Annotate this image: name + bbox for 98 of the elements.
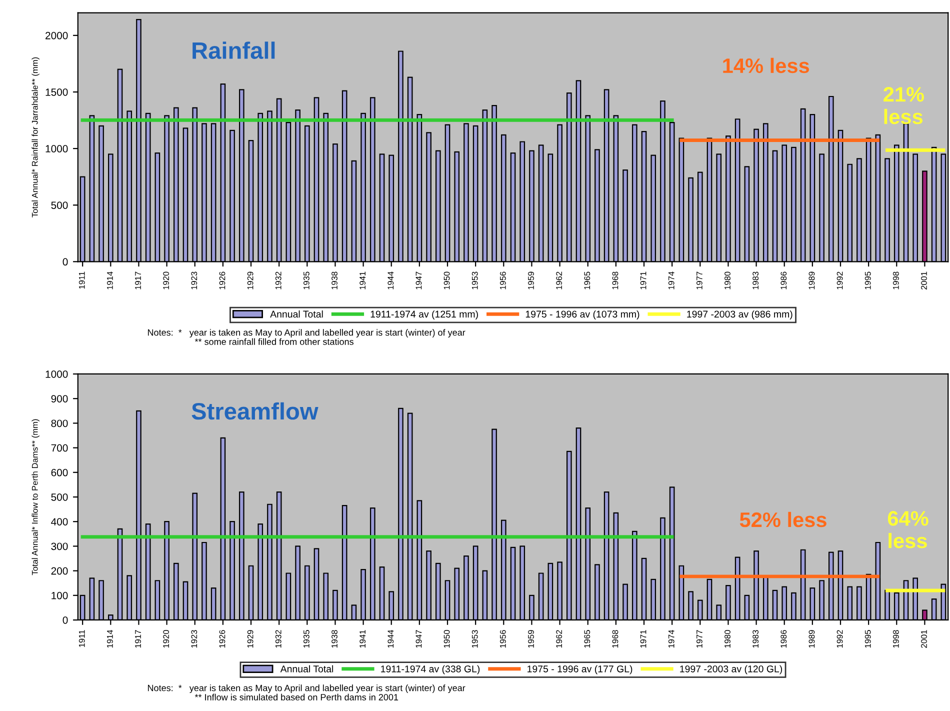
x-tick-label: 1944 bbox=[388, 272, 394, 290]
x-tick-label: 1941 bbox=[360, 630, 366, 648]
y-tick-label: 300 bbox=[51, 542, 68, 550]
x-tick-label: 1962 bbox=[556, 272, 562, 290]
y-tick-label: 0 bbox=[62, 616, 68, 624]
y-tick-label: 900 bbox=[51, 395, 68, 402]
x-tick-label: 1995 bbox=[864, 272, 871, 290]
x-tick-label: 1992 bbox=[836, 630, 843, 648]
x-tick-label: 1956 bbox=[500, 272, 506, 290]
y-tick-label: 700 bbox=[51, 444, 68, 452]
legend-label: 1911-1974 av (338 GL) bbox=[381, 665, 480, 674]
x-tick-label: 1914 bbox=[106, 272, 113, 290]
x-tick-label: 1926 bbox=[219, 272, 226, 290]
y-axis-title: Total Annual* Rainfall for Jarrahdale** (mm) bbox=[32, 57, 40, 218]
x-tick-label: 1983 bbox=[752, 630, 759, 648]
x-tick-label: 1965 bbox=[584, 272, 590, 290]
x-tick-label: 1977 bbox=[696, 630, 702, 648]
x-tick-label: 1932 bbox=[275, 630, 282, 648]
x-tick-label: 1989 bbox=[808, 630, 815, 648]
x-tick-label: 1917 bbox=[135, 630, 141, 648]
y-tick-label: 1000 bbox=[46, 370, 68, 378]
annotation: 21% less bbox=[884, 86, 924, 124]
x-tick-label: 2001 bbox=[921, 272, 927, 290]
x-tick-label: 1953 bbox=[472, 630, 478, 648]
y-tick-label: 800 bbox=[51, 420, 68, 428]
x-tick-label: 1935 bbox=[303, 272, 310, 290]
text: Rainfall bbox=[192, 42, 275, 59]
x-tick-label: 1971 bbox=[640, 630, 646, 648]
x-tick-label: 1947 bbox=[416, 272, 422, 290]
x-tick-label: 1968 bbox=[612, 630, 618, 648]
x-tick-label: 1950 bbox=[444, 630, 450, 648]
y-tick-label: 400 bbox=[51, 518, 68, 526]
x-tick-label: 1911 bbox=[78, 272, 85, 289]
legend-label: 1997 -2003 av (120 GL) bbox=[680, 665, 782, 674]
text: Notes: * year is taken as May to April and labelled year is start (winter) of year bbox=[148, 684, 466, 693]
y-tick-label: 200 bbox=[51, 567, 68, 575]
y-tick-label: 500 bbox=[51, 493, 68, 501]
x-tick-label: 1920 bbox=[163, 272, 170, 290]
x-tick-label: 1992 bbox=[836, 272, 843, 290]
x-tick-label: 1935 bbox=[303, 630, 310, 648]
text: ** Inflow is simulated based on Perth dams in 2001 bbox=[194, 694, 398, 700]
x-tick-label: 1995 bbox=[864, 630, 871, 648]
y-tick-label: 600 bbox=[51, 468, 68, 476]
x-tick-label: 1986 bbox=[780, 630, 787, 648]
x-tick-label: 1989 bbox=[808, 272, 815, 290]
legend-label: 1911-1974 av (1251 mm) bbox=[370, 310, 478, 320]
x-tick-label: 1917 bbox=[135, 272, 141, 290]
x-tick-label: 1974 bbox=[668, 272, 674, 290]
x-tick-label: 1962 bbox=[556, 630, 562, 648]
x-tick-label: 1932 bbox=[275, 272, 282, 290]
x-tick-label: 1968 bbox=[612, 272, 618, 290]
y-axis-title: Total Annual* Inflow to Perth Dams** (mm) bbox=[32, 419, 40, 576]
y-tick-label: 1000 bbox=[46, 145, 68, 152]
x-tick-label: 1944 bbox=[388, 630, 394, 648]
x-tick-label: 1971 bbox=[640, 272, 646, 290]
x-tick-label: 1911 bbox=[78, 630, 85, 647]
y-tick-label: 100 bbox=[52, 592, 68, 600]
legend-label: Annual Total bbox=[280, 665, 334, 672]
x-tick-label: 1977 bbox=[696, 272, 702, 290]
text: Notes: * year is taken as May to April and labelled year is start (winter) of year bbox=[148, 329, 466, 338]
x-tick-label: 1986 bbox=[780, 272, 787, 290]
y-tick-label: 1500 bbox=[46, 88, 68, 96]
x-tick-label: 1980 bbox=[724, 630, 730, 648]
legend-label: 1975 - 1996 av (1073 mm) bbox=[526, 310, 640, 320]
x-tick-label: 1959 bbox=[528, 630, 534, 648]
annotation: 64% less bbox=[888, 511, 928, 548]
x-tick-label: 1938 bbox=[332, 630, 338, 648]
x-tick-label: 1926 bbox=[219, 630, 226, 648]
x-tick-label: 2001 bbox=[921, 630, 927, 648]
x-tick-label: 1983 bbox=[752, 272, 759, 290]
x-tick-label: 1998 bbox=[892, 272, 899, 290]
text: ** some rainfall filled from other stations bbox=[194, 338, 354, 345]
x-tick-label: 1947 bbox=[416, 630, 422, 648]
legend-label: Annual Total bbox=[270, 310, 323, 318]
y-tick-label: 2000 bbox=[46, 32, 68, 40]
x-tick-label: 1965 bbox=[584, 630, 590, 648]
x-tick-label: 1929 bbox=[247, 630, 254, 648]
x-tick-label: 1938 bbox=[332, 272, 338, 290]
x-tick-label: 1923 bbox=[191, 630, 198, 648]
x-tick-label: 1920 bbox=[163, 630, 170, 648]
legend-label: 1997 -2003 av (986 mm) bbox=[687, 310, 792, 320]
x-tick-label: 1998 bbox=[892, 630, 899, 648]
x-tick-label: 1953 bbox=[472, 272, 478, 290]
x-tick-label: 1959 bbox=[528, 272, 534, 290]
annotation: 14% less bbox=[723, 58, 810, 74]
x-tick-label: 1941 bbox=[360, 272, 366, 290]
y-tick-label: 500 bbox=[51, 202, 68, 209]
x-tick-label: 1980 bbox=[724, 272, 730, 290]
x-tick-label: 1950 bbox=[444, 272, 450, 290]
x-tick-label: 1923 bbox=[191, 272, 198, 290]
text: Streamflow bbox=[192, 402, 318, 420]
annotation: 52% less bbox=[740, 512, 826, 528]
x-tick-label: 1914 bbox=[106, 630, 113, 648]
y-tick-label: 0 bbox=[62, 258, 68, 266]
x-tick-label: 1974 bbox=[668, 630, 674, 648]
legend-label: 1975 - 1996 av (177 GL) bbox=[528, 665, 632, 674]
x-tick-label: 1929 bbox=[247, 272, 254, 290]
x-tick-label: 1956 bbox=[500, 630, 506, 648]
